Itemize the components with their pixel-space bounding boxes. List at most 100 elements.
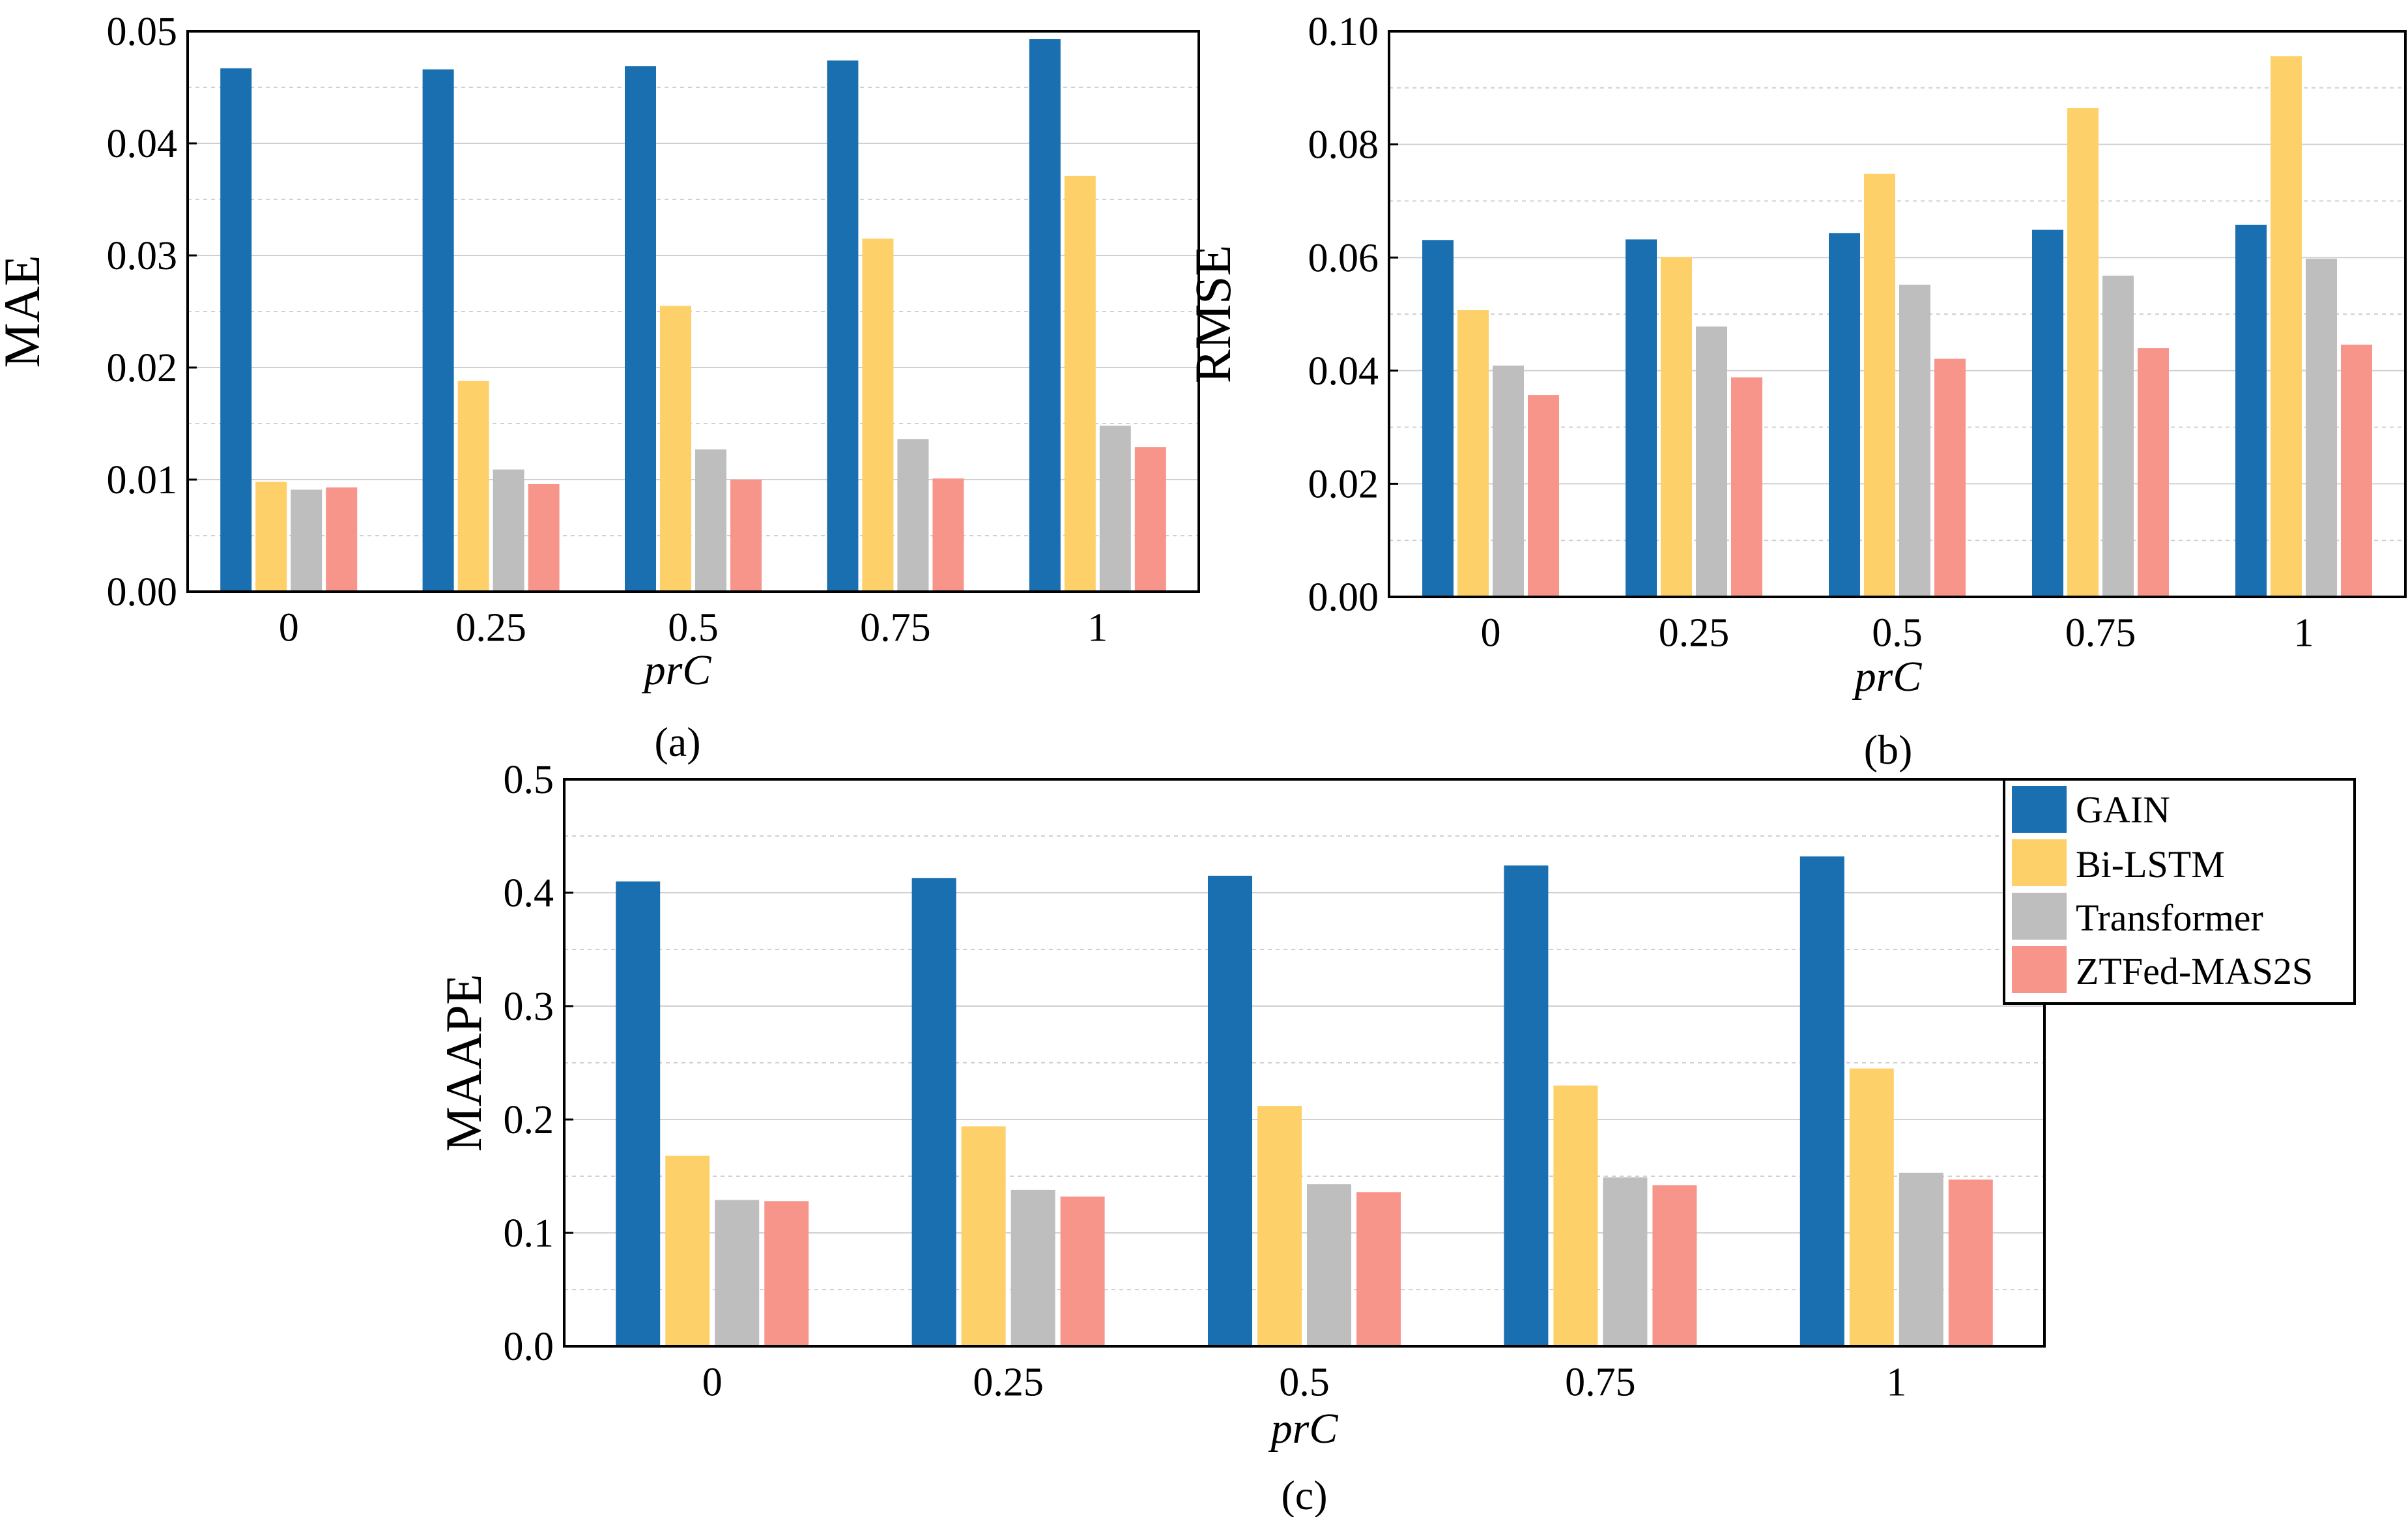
- bar-ztfed-mas2s-0-5: [730, 480, 762, 592]
- y-tick-label: 0.04: [107, 122, 178, 166]
- y-tick-label: 0.04: [1308, 349, 1379, 394]
- y-tick-label: 0.00: [107, 570, 178, 614]
- plot-frame: [1388, 30, 2407, 598]
- bar-bi-lstm-0-5: [1864, 173, 1895, 598]
- plot-frame: [186, 30, 1200, 593]
- panel-label: (b): [1864, 727, 1913, 773]
- x-tick-label: 0.75: [860, 606, 931, 650]
- legend-label-bi-lstm: Bi-LSTM: [2076, 843, 2225, 886]
- bar-ztfed-mas2s-0: [764, 1201, 809, 1346]
- y-tick-label: 0.01: [107, 458, 178, 502]
- bar-ztfed-mas2s-0-25: [528, 484, 560, 592]
- x-tick-label: 0: [702, 1361, 723, 1405]
- x-tick-label: 0.25: [1659, 611, 1730, 656]
- bar-ztfed-mas2s-0-25: [1731, 377, 1762, 597]
- y-tick-label: 0.0: [504, 1325, 554, 1369]
- bar-gain-1: [2235, 224, 2267, 598]
- bar-ztfed-mas2s-0-5: [1934, 358, 1966, 597]
- bar-gain-1: [1029, 39, 1061, 592]
- bar-transformer-1: [2306, 258, 2337, 597]
- bar-bi-lstm-0-25: [457, 381, 489, 592]
- x-tick-label: 0.75: [1565, 1361, 1636, 1405]
- x-axis-label: prC: [1268, 1405, 1339, 1452]
- bar-ztfed-mas2s-1: [1134, 447, 1166, 592]
- y-tick-label: 0.1: [504, 1211, 554, 1256]
- y-tick-label: 0.2: [504, 1098, 554, 1142]
- bar-bi-lstm-0: [1457, 310, 1489, 597]
- bar-gain-0: [616, 881, 661, 1346]
- y-tick-label: 0.03: [107, 234, 178, 278]
- bar-ztfed-mas2s-0-25: [1060, 1196, 1105, 1346]
- bar-bi-lstm-0-75: [2067, 108, 2099, 598]
- bar-ztfed-mas2s-1: [1948, 1179, 1993, 1346]
- x-tick-label: 1: [1886, 1361, 1906, 1405]
- bar-bi-lstm-0-75: [862, 238, 894, 592]
- panel-label: (a): [654, 719, 700, 765]
- legend: GAIN Bi-LSTM Transformer ZTFed-MAS2S: [2003, 778, 2356, 1005]
- x-axis-label: prC: [1852, 653, 1923, 701]
- legend-item-ztfed-mas2s: ZTFed-MAS2S: [2012, 946, 2313, 993]
- bar-gain-0-25: [422, 69, 454, 592]
- ticks: 0.00 0.01 0.02 0.03 0.04 0.05 0 0.25 0.5 0.75 1: [107, 10, 1108, 650]
- panel-c-maape-chart: 0.0 0.1 0.2 0.3 0.4 0.5 0 0.25 0.5 0.75 1 MAAPE pr…: [435, 758, 2046, 1517]
- y-tick-label: 0.02: [107, 346, 178, 390]
- y-tick-label: 0.05: [107, 10, 178, 54]
- bar-ztfed-mas2s-0-75: [1652, 1185, 1697, 1346]
- x-tick-label: 0.25: [455, 606, 526, 650]
- x-tick-label: 0.5: [668, 606, 719, 650]
- bar-transformer-0-25: [1010, 1189, 1055, 1346]
- bar-transformer-0: [1493, 365, 1524, 597]
- x-tick-label: 0.5: [1872, 611, 1923, 656]
- bar-transformer-0-5: [1899, 284, 1930, 597]
- bar-bi-lstm-0-5: [660, 306, 691, 592]
- bar-ztfed-mas2s-0-75: [932, 478, 964, 592]
- bar-transformer-1: [1899, 1172, 1943, 1346]
- bar-bi-lstm-0-25: [1661, 257, 1692, 597]
- bar-gain-0-25: [1626, 239, 1657, 597]
- panel-label: (c): [1281, 1472, 1327, 1517]
- x-tick-label: 1: [1087, 606, 1108, 650]
- y-tick-label: 0.10: [1308, 10, 1379, 54]
- bar-ztfed-mas2s-0: [326, 487, 358, 592]
- bar-gain-0-5: [625, 66, 656, 592]
- y-tick-label: 0.06: [1308, 236, 1379, 280]
- ticks: 0.00 0.02 0.04 0.06 0.08 0.10 0 0.25 0.5 0.75 1: [1308, 10, 2314, 656]
- panel-b-rmse-chart: 0.00 0.02 0.04 0.06 0.08 0.10 0 0.25 0.5 0.75 1 RM…: [1184, 10, 2407, 773]
- bar-transformer-0-25: [1696, 326, 1727, 597]
- legend-label-transformer: Transformer: [2076, 897, 2263, 939]
- panel-a-mae-chart: 0.00 0.01 0.02 0.03 0.04 0.05 0 0.25 0.5 0.75 1 MA…: [0, 10, 1200, 765]
- bar-bi-lstm-0-25: [961, 1126, 1006, 1346]
- gridlines: [564, 835, 2044, 1290]
- bar-ztfed-mas2s-0-75: [2138, 348, 2169, 597]
- legend-swatch-bi-lstm: [2012, 839, 2067, 886]
- bar-transformer-0-75: [1603, 1177, 1648, 1346]
- y-tick-label: 0.4: [504, 871, 554, 916]
- bar-transformer-0-5: [695, 449, 726, 592]
- bar-ztfed-mas2s-1: [2341, 344, 2372, 597]
- y-axis-label: MAE: [0, 255, 50, 368]
- legend-label-ztfed-mas2s: ZTFed-MAS2S: [2076, 950, 2313, 992]
- bar-transformer-0-75: [897, 439, 929, 592]
- bar-gain-0-25: [911, 878, 956, 1346]
- x-tick-label: 0: [1481, 611, 1501, 656]
- bar-bi-lstm-0: [255, 482, 287, 592]
- bar-bi-lstm-1: [1849, 1068, 1894, 1346]
- x-tick-label: 0.75: [2065, 611, 2136, 656]
- bar-transformer-0-5: [1307, 1184, 1351, 1346]
- x-tick-label: 1: [2294, 611, 2314, 656]
- bar-gain-0-75: [2032, 229, 2063, 598]
- legend-item-transformer: Transformer: [2012, 893, 2263, 940]
- bar-bi-lstm-1: [1064, 175, 1096, 592]
- plot-frame: [563, 778, 2046, 1348]
- bar-transformer-0-25: [493, 469, 524, 592]
- y-tick-label: 0.3: [504, 985, 554, 1029]
- x-tick-label: 0: [279, 606, 299, 650]
- bars: [1422, 56, 2372, 598]
- y-axis-label: MAAPE: [435, 974, 492, 1151]
- bar-bi-lstm-1: [2271, 56, 2302, 597]
- bar-gain-1: [1799, 856, 1844, 1346]
- y-tick-label: 0.08: [1308, 123, 1379, 167]
- y-tick-label: 0.5: [504, 758, 554, 802]
- legend-label-gain: GAIN: [2076, 788, 2170, 831]
- y-axis-label: RMSE: [1184, 245, 1241, 383]
